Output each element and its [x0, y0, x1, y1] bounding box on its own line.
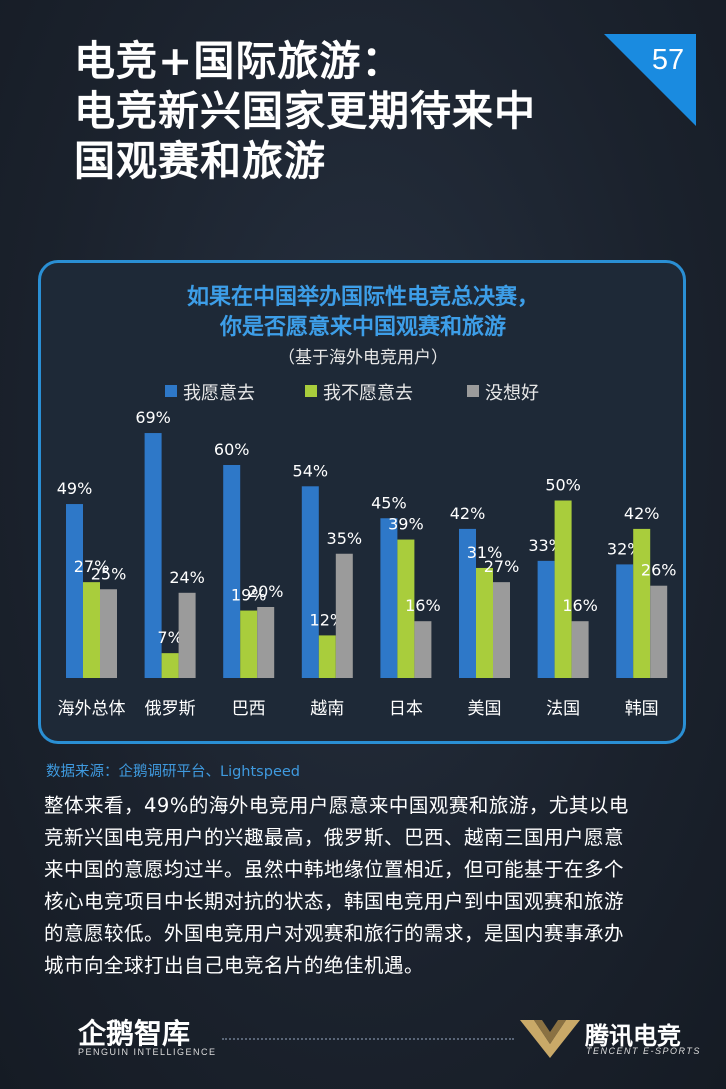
data-label-willing: 45% — [371, 493, 407, 512]
chart-legend: 我愿意去 我不愿意去 没想好 — [0, 379, 726, 404]
page-number-badge — [604, 34, 696, 126]
bar-willing — [380, 518, 398, 678]
bar-undecided — [335, 553, 353, 678]
chart-title-line-2: 你是否愿意来中国观赛和旅游 — [219, 315, 506, 340]
chart-title: 如果在中国举办国际性电竞总决赛， 你是否愿意来中国观赛和旅游 — [0, 283, 726, 343]
bar-undecided — [414, 621, 432, 678]
data-label-undecided: 26% — [641, 561, 677, 580]
bar-undecided — [493, 582, 510, 678]
bar-willing — [223, 465, 241, 678]
data-label-undecided: 16% — [562, 596, 598, 615]
bar-unwilling — [161, 653, 179, 678]
legend-swatch-willing — [165, 385, 177, 397]
tencent-esports-logo-sub: TENCENT E-SPORTS — [586, 1046, 701, 1056]
data-label-unwilling: 7% — [157, 628, 182, 647]
data-label-undecided: 35% — [327, 529, 363, 548]
bar-willing — [144, 433, 162, 678]
data-label-unwilling: 42% — [624, 504, 660, 523]
page-title: 电竞+国际旅游： 电竞新兴国家更期待来中 国观赛和旅游 — [74, 36, 594, 186]
data-label-willing: 49% — [57, 479, 93, 498]
bar-willing — [537, 560, 555, 678]
legend-label-willing: 我愿意去 — [183, 383, 255, 404]
body-line: 整体来看，49%的海外电竞用户愿意来中国观赛和旅游，尤其以电 — [44, 794, 629, 817]
bar-unwilling — [633, 528, 651, 678]
data-label-willing: 54% — [293, 461, 329, 480]
data-label-undecided: 25% — [91, 564, 127, 583]
legend-swatch-unwilling — [305, 385, 317, 397]
data-label-unwilling: 31% — [467, 543, 503, 562]
category-label: 俄罗斯 — [145, 699, 196, 719]
penguin-intelligence-logo: 企鹅智库 — [78, 1017, 191, 1050]
body-line: 核心电竞项目中长期对抗的状态，韩国电竞用户到中国观赛和旅游 — [44, 890, 625, 913]
category-label: 韩国 — [625, 699, 659, 719]
category-label: 巴西 — [232, 699, 266, 719]
data-label-willing: 69% — [135, 408, 171, 427]
legend-label-undecided: 没想好 — [485, 383, 539, 404]
category-label: 美国 — [468, 699, 502, 719]
category-label: 越南 — [310, 699, 344, 719]
data-label-unwilling: 27% — [74, 557, 110, 576]
data-label-undecided: 16% — [405, 596, 441, 615]
bar-undecided — [257, 607, 275, 678]
bar-undecided — [571, 621, 589, 678]
bar-unwilling — [476, 567, 493, 678]
bar-willing — [66, 504, 83, 678]
legend-swatch-undecided — [467, 385, 479, 397]
bar-undecided — [178, 592, 196, 678]
body-line: 城市向全球打出自己电竞名片的绝佳机遇。 — [44, 954, 425, 977]
data-label-unwilling: 19% — [231, 586, 267, 605]
bar-undecided — [650, 585, 668, 678]
penguin-intelligence-logo-sub: PENGUIN INTELLIGENCE — [78, 1047, 217, 1057]
data-label-undecided: 27% — [484, 557, 520, 576]
page-number: 57 — [651, 44, 685, 76]
body-line: 竞新兴国电竞用户的兴趣最高，俄罗斯、巴西、越南三国用户愿意 — [44, 826, 625, 849]
category-label: 海外总体 — [58, 699, 126, 719]
tencent-esports-emblem-icon — [520, 1020, 580, 1058]
data-label-willing: 42% — [450, 504, 486, 523]
body-paragraph: 整体来看，49%的海外电竞用户愿意来中国观赛和旅游，尤其以电 竞新兴国电竞用户的… — [44, 790, 684, 982]
bar-undecided — [100, 589, 117, 678]
category-label: 日本 — [389, 699, 423, 719]
footer-divider — [222, 1038, 514, 1040]
data-label-unwilling: 39% — [388, 515, 424, 534]
data-label-willing: 60% — [214, 440, 250, 459]
page-title-line-2: 电竞新兴国家更期待来中 — [74, 87, 536, 135]
page-title-line-1: 电竞+国际旅游： — [74, 37, 404, 85]
bar-willing — [301, 486, 319, 678]
data-source: 数据来源：企鹅调研平台、Lightspeed — [46, 764, 300, 780]
chart-title-line-1: 如果在中国举办国际性电竞总决赛， — [186, 285, 539, 310]
category-label: 法国 — [546, 699, 580, 719]
bar-willing — [616, 564, 634, 678]
body-line: 来中国的意愿均过半。虽然中韩地缘位置相近，但可能基于在多个 — [44, 858, 625, 881]
data-label-unwilling: 50% — [545, 476, 581, 495]
tencent-esports-logo: 腾讯电竞 — [585, 1022, 681, 1050]
body-line: 的意愿较低。外国电竞用户对观赛和旅行的需求，是国内赛事承办 — [44, 922, 625, 945]
bar-unwilling — [397, 539, 415, 678]
bar-unwilling — [554, 500, 572, 678]
bar-unwilling — [83, 582, 100, 678]
bar-willing — [459, 528, 476, 678]
bar-unwilling — [318, 635, 336, 678]
chart-subtitle: （基于海外电竞用户） — [278, 348, 448, 368]
bar-unwilling — [240, 610, 258, 678]
data-label-undecided: 24% — [169, 568, 205, 587]
page-title-line-3: 国观赛和旅游 — [74, 137, 326, 185]
data-label-undecided: 20% — [248, 582, 284, 601]
legend-label-unwilling: 我不愿意去 — [323, 383, 413, 404]
